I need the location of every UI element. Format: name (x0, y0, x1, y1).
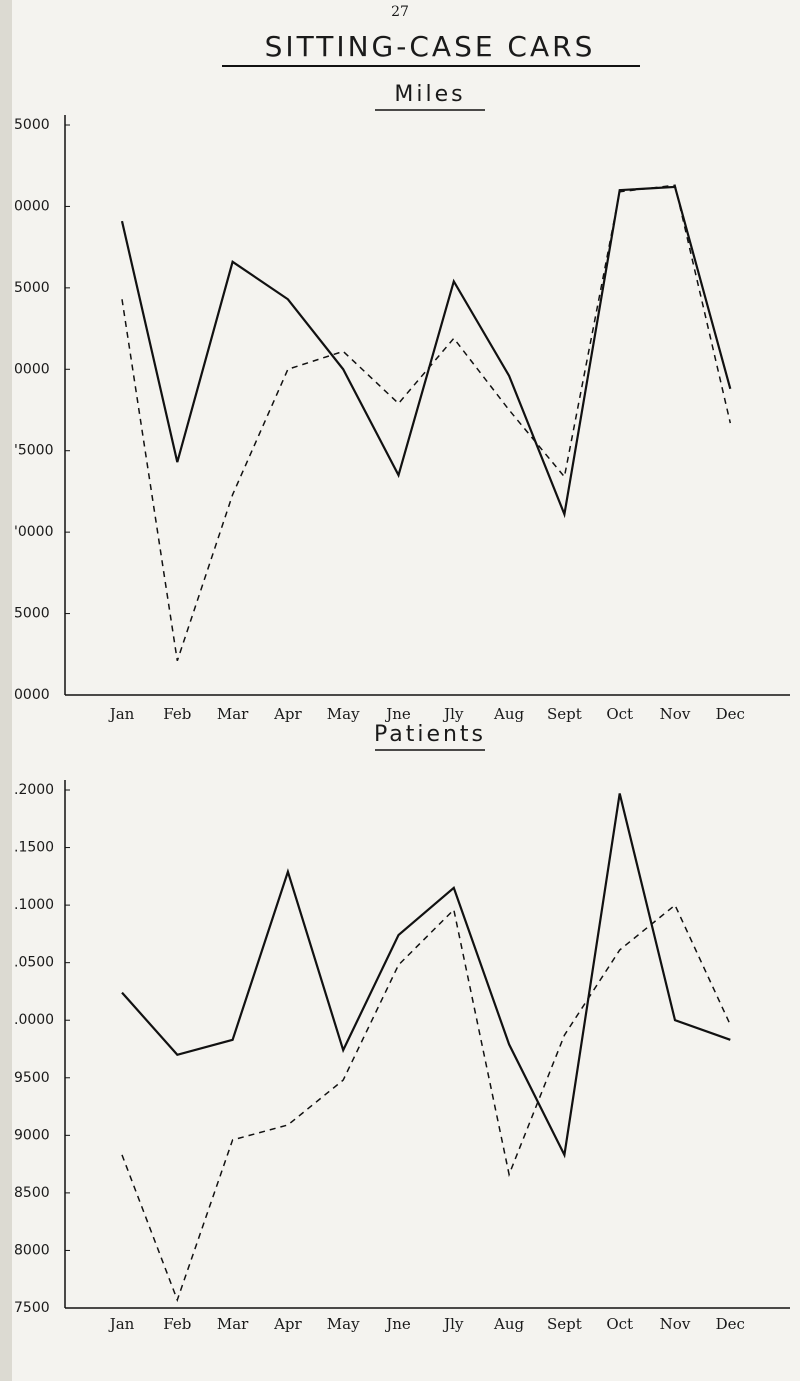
binding-edge (0, 0, 12, 1381)
x-tick-label: Mar (217, 705, 249, 723)
x-tick-label: Feb (163, 705, 191, 723)
y-tick-label: 5000 (14, 606, 50, 622)
y-tick-label: .0000 (14, 1012, 54, 1028)
y-tick-label: 5000 (14, 117, 50, 133)
y-tick-label: 8500 (14, 1185, 50, 1201)
y-tick-label: 0000 (14, 361, 50, 377)
x-tick-label: Jly (442, 705, 464, 723)
x-tick-label: Jan (108, 1315, 135, 1333)
y-tick-label: .2000 (14, 782, 54, 798)
series-line (121, 903, 731, 1303)
x-tick-label: Aug (493, 705, 524, 723)
x-tick-label: Dec (716, 1315, 745, 1333)
series-line (121, 184, 732, 662)
y-tick-label: 7500 (14, 1300, 50, 1316)
y-tick-label: '0000 (14, 524, 53, 540)
x-tick-label: Sept (547, 1315, 582, 1333)
y-tick-label: 8000 (14, 1242, 50, 1258)
x-tick-label: Sept (547, 705, 582, 723)
x-tick-label: May (327, 1315, 360, 1333)
x-tick-label: Jne (384, 1315, 411, 1333)
chart-title: Patients (374, 722, 486, 747)
series-line (121, 793, 731, 1159)
x-tick-label: Oct (606, 705, 633, 723)
chart-title: Miles (394, 82, 465, 107)
x-tick-label: Aug (493, 1315, 524, 1333)
y-tick-label: .1000 (14, 897, 54, 913)
y-tick-label: '5000 (14, 443, 53, 459)
y-tick-label: .0500 (14, 955, 54, 971)
x-tick-label: Apr (273, 705, 302, 723)
x-tick-label: Oct (606, 1315, 633, 1333)
x-tick-label: Feb (163, 1315, 191, 1333)
x-tick-label: Jne (384, 705, 411, 723)
y-tick-label: 5000 (14, 280, 50, 296)
x-tick-label: Jly (442, 1315, 464, 1333)
x-tick-label: Nov (660, 1315, 691, 1333)
x-tick-label: Jan (108, 705, 135, 723)
heading: SITTING-CASE CARS (265, 30, 596, 63)
y-tick-label: 0000 (14, 198, 50, 214)
series-line (120, 185, 732, 519)
x-tick-label: Apr (273, 1315, 302, 1333)
y-tick-label: 9500 (14, 1070, 50, 1086)
x-tick-label: Dec (716, 705, 745, 723)
y-tick-label: 0000 (14, 687, 50, 703)
y-tick-label: 9000 (14, 1127, 50, 1143)
y-tick-label: .1500 (14, 840, 54, 856)
page-number: 27 (391, 4, 409, 20)
x-tick-label: Nov (660, 705, 691, 723)
x-tick-label: May (327, 705, 360, 723)
x-tick-label: Mar (217, 1315, 249, 1333)
